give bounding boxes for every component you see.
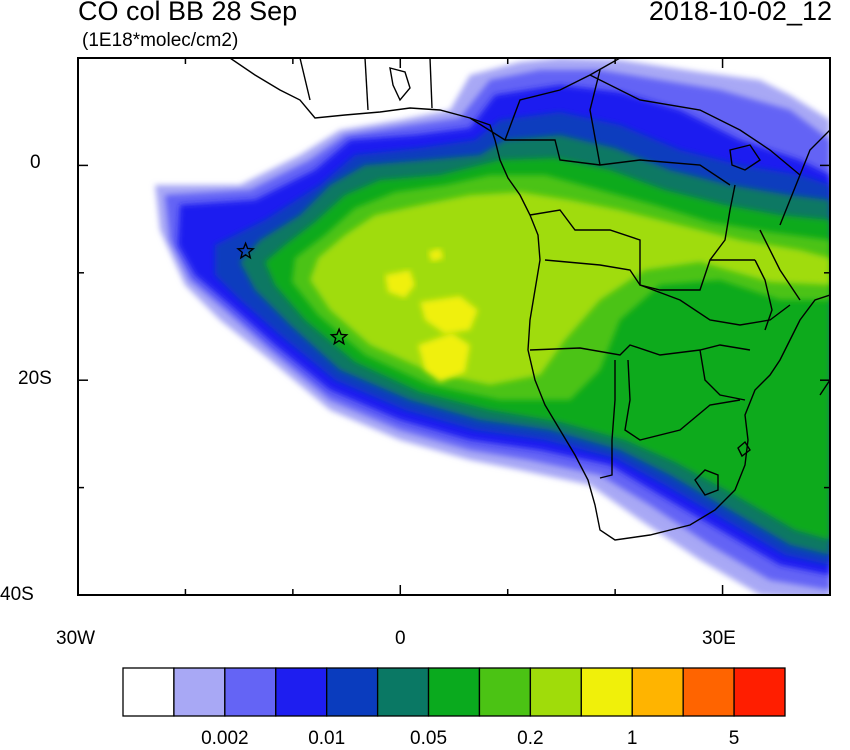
axis-ticks <box>77 57 831 596</box>
colorbar-swatch <box>478 667 532 717</box>
colorbar-swatch <box>275 667 328 717</box>
colorbar-tick-label: 1 <box>626 728 638 749</box>
star-marker <box>236 241 256 260</box>
units-label: (1E18*molec/cm2) <box>82 30 239 51</box>
colorbar-tick-label: 0.002 <box>201 728 249 749</box>
x-tick-label: 0 <box>395 628 406 649</box>
y-tick-label: 0 <box>30 152 41 173</box>
co-plume <box>155 58 830 595</box>
colorbar-swatch <box>682 667 735 717</box>
colorbar-swatch <box>733 667 786 717</box>
colorbar <box>122 667 786 717</box>
coastlines <box>229 58 830 541</box>
datetime-label: 2018-10-02_12 <box>648 0 832 26</box>
colorbar-swatch <box>122 667 175 717</box>
colorbar-tick-label: 0.01 <box>308 728 346 749</box>
map-title: CO col BB 28 Sep <box>78 0 298 26</box>
colorbar-swatch <box>224 667 277 717</box>
x-tick-label: 30W <box>56 628 96 649</box>
y-tick-label: 40S <box>0 584 34 605</box>
x-tick-label: 30E <box>702 628 736 649</box>
colorbar-swatch <box>326 667 379 717</box>
y-tick-label: 20S <box>18 368 52 389</box>
star-marker <box>329 327 349 346</box>
colorbar-tick-label: 0.05 <box>410 728 448 749</box>
station-markers <box>236 241 349 346</box>
colorbar-tick-label: 0.2 <box>517 728 544 749</box>
colorbar-tick-label: 5 <box>728 728 740 749</box>
colorbar-swatch <box>529 667 582 717</box>
colorbar-swatch <box>631 667 684 717</box>
colorbar-swatch <box>173 667 226 717</box>
plot-frame <box>77 57 831 596</box>
colorbar-swatch <box>580 667 633 717</box>
colorbar-swatch <box>427 667 481 717</box>
colorbar-swatch <box>376 667 430 717</box>
